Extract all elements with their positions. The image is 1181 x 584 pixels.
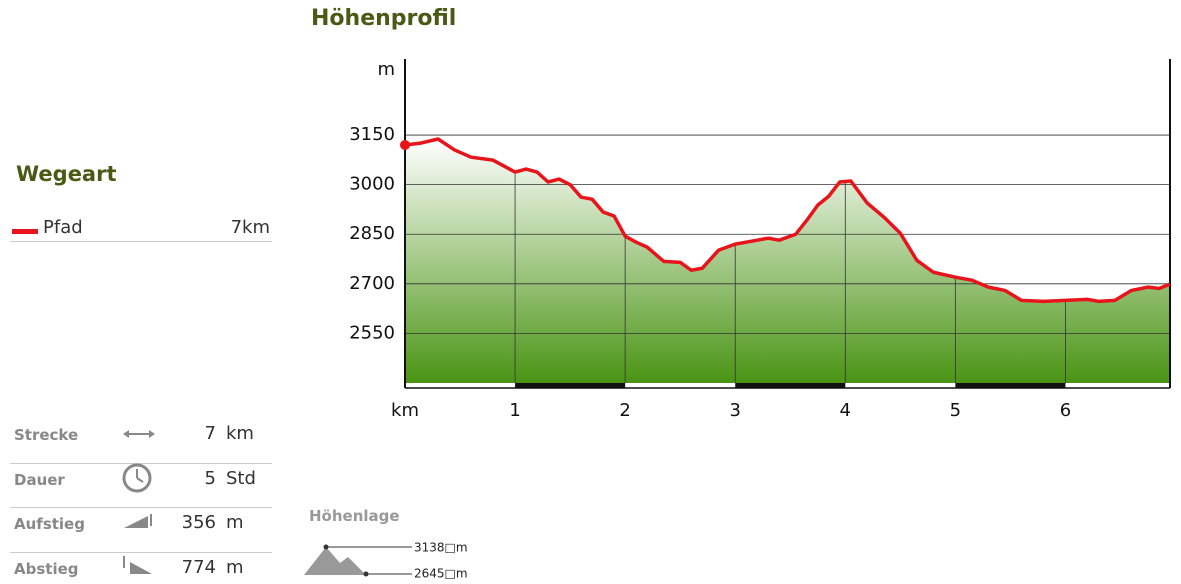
- chart-title: Höhenprofil: [311, 6, 456, 31]
- elevation-title: Höhenlage: [309, 507, 400, 525]
- x-tick-label: 6: [1060, 400, 1071, 421]
- divider: [10, 507, 272, 508]
- scale-bar: [955, 383, 1066, 388]
- x-tick-label: 2: [619, 400, 630, 421]
- y-tick-label: 2850: [349, 223, 395, 244]
- scale-bar: [735, 383, 846, 388]
- stat-value: 774: [181, 556, 216, 578]
- stat-label: Abstieg: [14, 559, 79, 578]
- stat-unit: km: [226, 423, 254, 444]
- stat-unit: m: [226, 556, 244, 578]
- stat-label: Dauer: [14, 470, 65, 489]
- x-label: km: [391, 400, 419, 421]
- legend-swatch: [12, 229, 38, 234]
- stat-value: 5: [204, 467, 216, 489]
- elevation-graphic: 3138□m 2645□m: [304, 541, 468, 581]
- stat-label: Strecke: [14, 426, 79, 444]
- legend-length: 7km: [230, 217, 270, 238]
- area: [405, 139, 1170, 383]
- x-tick-label: 3: [729, 400, 740, 421]
- divider: [10, 551, 272, 553]
- legend-title: Wegeart: [16, 162, 117, 186]
- y-tick-label: 2700: [349, 273, 395, 294]
- stat-value: 356: [181, 512, 216, 533]
- scale-bar: [515, 383, 626, 388]
- profile-line: [404, 137, 1171, 304]
- start-point: [400, 139, 410, 150]
- stat-icons: [122, 430, 155, 574]
- elevation-min: 2645□m: [414, 567, 468, 581]
- y-unit: m: [377, 59, 395, 80]
- x-tick-label: 1: [509, 400, 520, 421]
- stat-label: Aufstieg: [14, 515, 85, 533]
- elevation-max: 3138□m: [414, 541, 468, 555]
- y-tick-label: 3000: [349, 174, 395, 195]
- stat-value: 7: [204, 423, 216, 444]
- x-tick-label: 4: [840, 400, 851, 421]
- stat-unit: Std: [226, 467, 256, 489]
- legend-name: Pfad: [43, 217, 83, 238]
- y-tick-label: 3150: [349, 124, 395, 145]
- x-tick-label: 5: [950, 400, 961, 421]
- chart: Höhenprofil m km 2550 2700 2850 3000 3150 1 2 3…: [311, 6, 1171, 421]
- divider: [10, 462, 272, 464]
- stat-unit: m: [226, 512, 244, 533]
- y-tick-label: 2550: [349, 322, 395, 343]
- divider: [10, 241, 272, 242]
